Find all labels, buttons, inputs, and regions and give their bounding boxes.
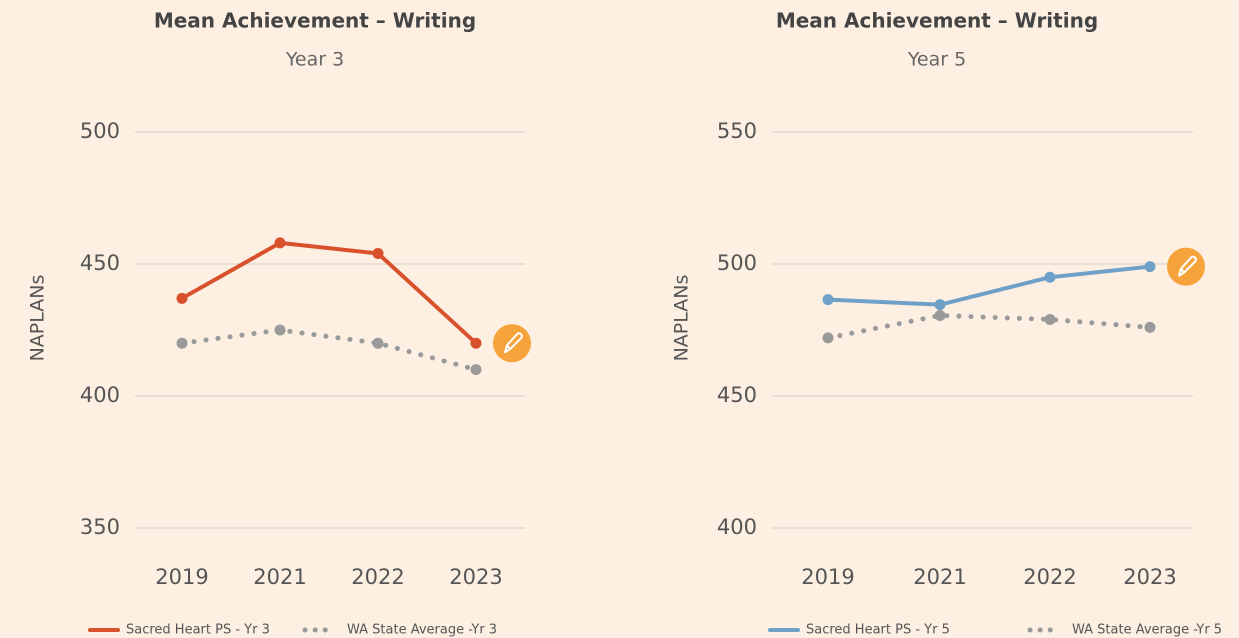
- y-axis-label: NAPLANs: [671, 275, 693, 362]
- data-point: [934, 299, 946, 311]
- data-point: [176, 292, 188, 304]
- data-point: [372, 337, 384, 349]
- pencil-icon: [1178, 255, 1197, 277]
- legend-label: WA State Average -Yr 5: [1072, 623, 1222, 638]
- data-point: [1144, 321, 1156, 333]
- data-point: [372, 247, 384, 259]
- x-tick-label: 2019: [801, 565, 854, 589]
- series-line: [179, 327, 479, 373]
- chart-subtitle: Year 5: [907, 49, 966, 71]
- y-tick-label: 400: [80, 383, 120, 407]
- y-axis-label: NAPLANs: [27, 275, 49, 362]
- data-point: [822, 294, 834, 306]
- chart-subtitle: Year 3: [285, 49, 344, 71]
- series-line: [825, 312, 1153, 341]
- edit-badge: [1167, 247, 1205, 286]
- y-tick-label: 500: [717, 251, 757, 275]
- y-tick-label: 400: [717, 515, 757, 539]
- data-point: [822, 332, 834, 344]
- data-point: [1044, 313, 1056, 325]
- edit-badge: [493, 324, 531, 363]
- data-point: [470, 364, 482, 376]
- data-point: [176, 337, 188, 349]
- chart-title: Mean Achievement – Writing: [776, 9, 1098, 33]
- legend-label: WA State Average -Yr 3: [347, 623, 497, 638]
- data-point: [470, 337, 482, 349]
- data-point: [274, 324, 286, 336]
- chart-title: Mean Achievement – Writing: [154, 9, 476, 33]
- legend-label: Sacred Heart PS - Yr 3: [126, 623, 270, 638]
- data-point: [1144, 261, 1156, 273]
- legend-label: Sacred Heart PS - Yr 5: [806, 623, 950, 638]
- x-tick-label: 2023: [449, 565, 502, 589]
- x-tick-label: 2023: [1123, 565, 1176, 589]
- badge-circle: [493, 324, 531, 363]
- y-tick-label: 450: [717, 383, 757, 407]
- y-tick-label: 550: [717, 119, 757, 143]
- pencil-icon: [504, 332, 523, 354]
- series-line: [826, 264, 1152, 307]
- data-point: [274, 237, 286, 249]
- y-tick-label: 450: [80, 251, 120, 275]
- x-tick-label: 2019: [155, 565, 208, 589]
- badge-circle: [1167, 247, 1205, 286]
- y-tick-label: 350: [80, 515, 120, 539]
- x-tick-label: 2021: [913, 565, 966, 589]
- data-point: [1044, 271, 1056, 283]
- x-tick-label: 2021: [253, 565, 306, 589]
- data-point: [934, 309, 946, 321]
- y-tick-label: 500: [80, 119, 120, 143]
- series-line: [180, 240, 478, 346]
- x-tick-label: 2022: [1023, 565, 1076, 589]
- x-tick-label: 2022: [351, 565, 404, 589]
